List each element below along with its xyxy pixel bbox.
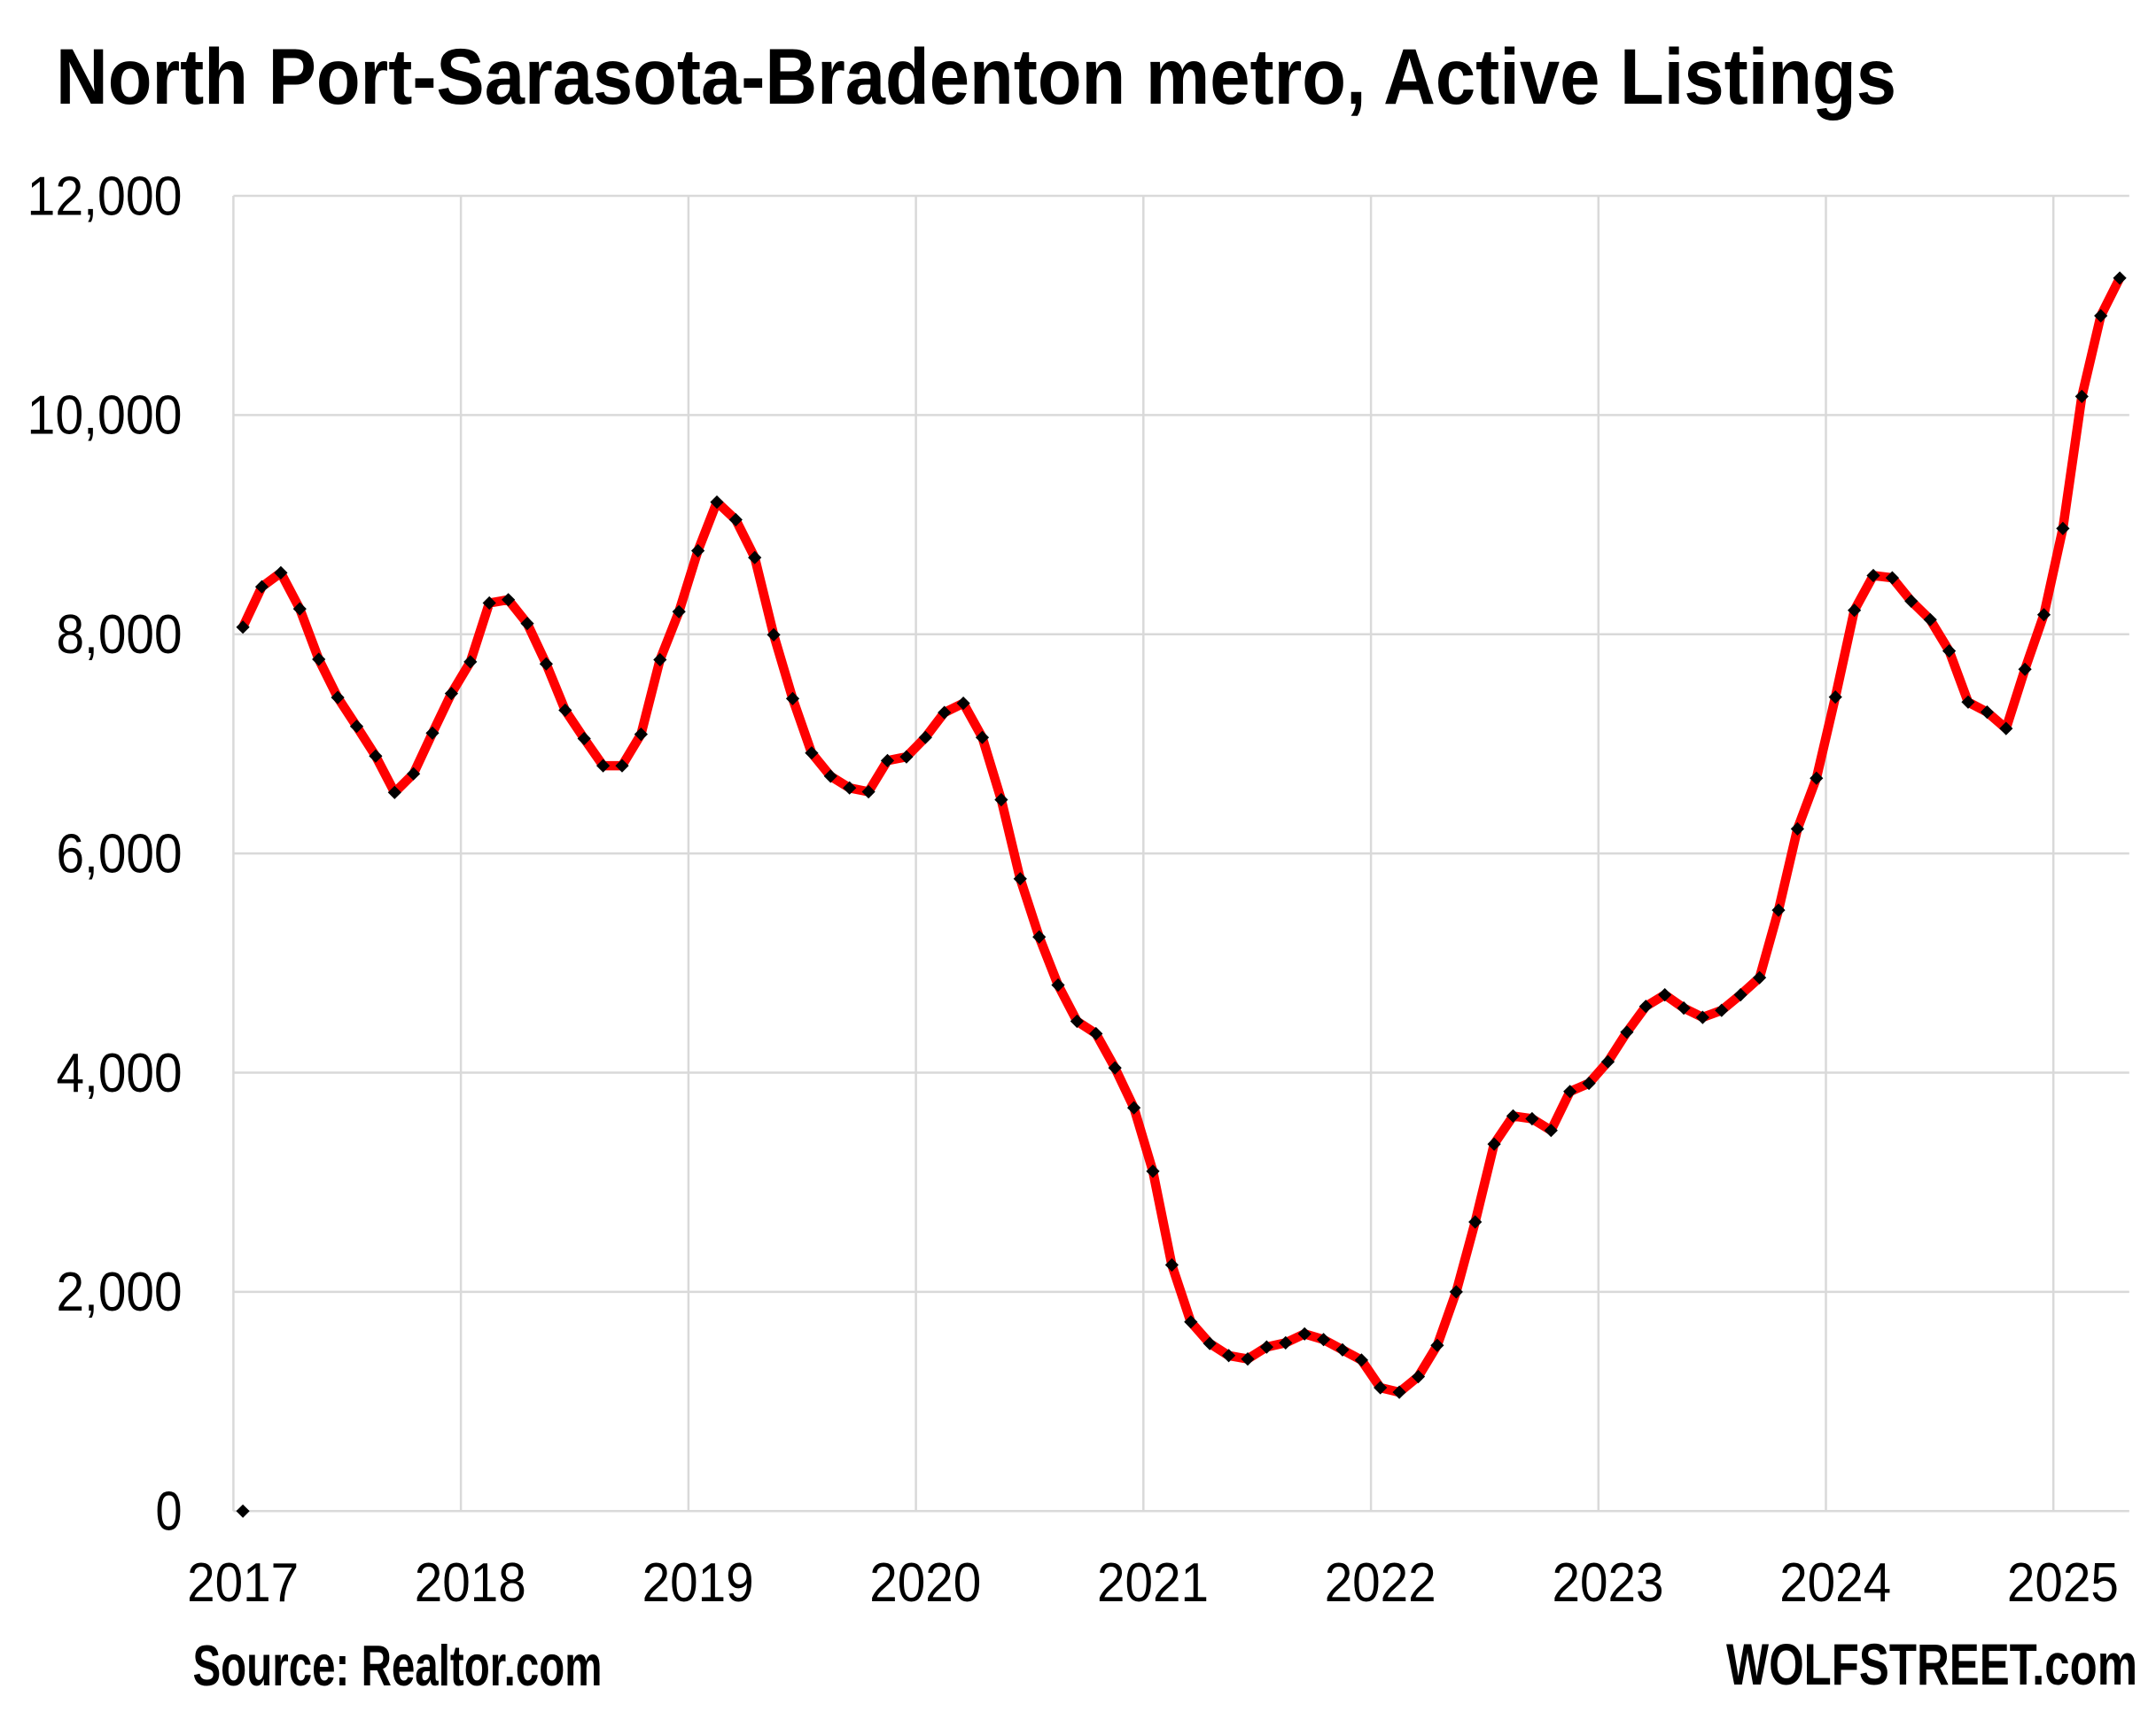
svg-text:2022: 2022 (1325, 1552, 1436, 1614)
svg-text:North Port-Sarasota-Bradenton: North Port-Sarasota-Bradenton metro, Act… (56, 32, 1896, 121)
svg-text:0: 0 (156, 1481, 183, 1543)
svg-text:2,000: 2,000 (57, 1261, 183, 1323)
svg-text:2021: 2021 (1097, 1552, 1209, 1614)
svg-text:Source: Realtor.com: Source: Realtor.com (193, 1634, 603, 1698)
svg-text:8,000: 8,000 (57, 603, 183, 665)
svg-text:12,000: 12,000 (27, 165, 183, 227)
svg-text:2018: 2018 (415, 1552, 526, 1614)
svg-text:2019: 2019 (642, 1552, 754, 1614)
svg-text:4,000: 4,000 (57, 1042, 183, 1104)
svg-text:2024: 2024 (1779, 1552, 1891, 1614)
svg-text:2017: 2017 (187, 1552, 299, 1614)
svg-text:2023: 2023 (1553, 1552, 1664, 1614)
svg-text:WOLFSTREET.com: WOLFSTREET.com (1726, 1632, 2137, 1697)
svg-text:6,000: 6,000 (57, 822, 183, 884)
svg-text:10,000: 10,000 (27, 385, 183, 447)
svg-text:2020: 2020 (869, 1552, 981, 1614)
svg-text:2025: 2025 (2007, 1552, 2119, 1614)
